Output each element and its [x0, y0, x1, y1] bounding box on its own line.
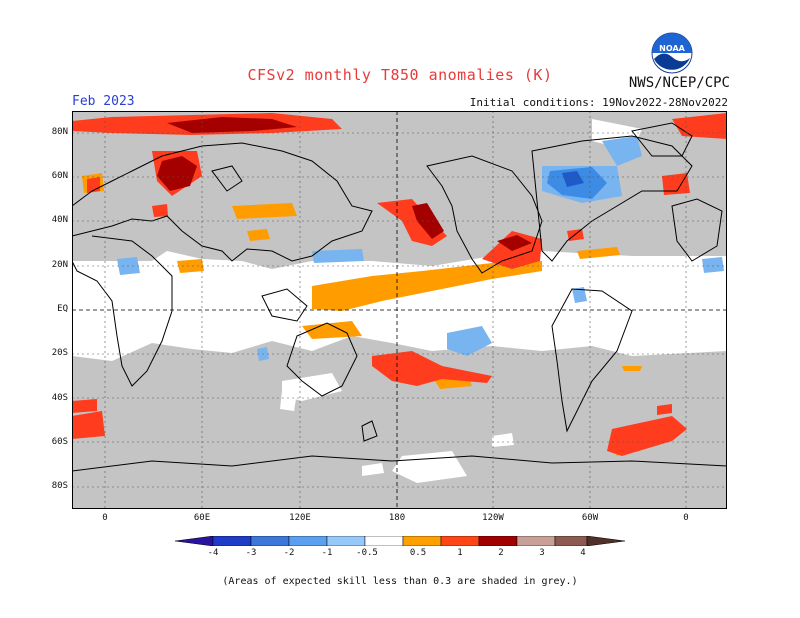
colorbar-label-4: 4	[580, 548, 586, 558]
lat-label-20n: 20N	[51, 260, 68, 270]
forecast-month: Feb 2023	[72, 94, 135, 109]
lon-label-60w: 60W	[581, 513, 599, 523]
colorbar-label-m05: -0.5	[356, 548, 378, 558]
svg-text:NOAA: NOAA	[659, 44, 685, 53]
lon-label-60e: 60E	[193, 513, 211, 523]
cool-anomaly-strong	[562, 171, 584, 187]
lat-label-60s: 60S	[51, 437, 68, 447]
lat-label-60n: 60N	[51, 171, 68, 181]
lat-label-20s: 20S	[51, 348, 68, 358]
colorbar-label-2: 2	[498, 548, 504, 558]
lat-label-eq: EQ	[57, 304, 68, 314]
lat-label-40s: 40S	[51, 393, 68, 403]
lat-label-40n: 40N	[51, 215, 68, 225]
colorbar-label-m4: -4	[207, 548, 219, 558]
near-normal-tropics	[72, 251, 727, 361]
organization-label: NWS/NCEP/CPC	[628, 75, 730, 91]
coastlines	[72, 122, 727, 472]
lon-label-0: 0	[102, 513, 108, 523]
lon-label-180: 180	[388, 513, 406, 523]
lon-label-120e: 120E	[289, 513, 311, 523]
colorbar	[175, 536, 625, 546]
anomaly-map	[72, 111, 727, 509]
colorbar-label-05: 0.5	[409, 548, 427, 558]
warm-anomaly-strong	[157, 117, 532, 251]
colorbar-label-1: 1	[457, 548, 463, 558]
colorbar-label-m3: -3	[245, 548, 257, 558]
colorbar-label-m1: -1	[321, 548, 333, 558]
lat-label-80n: 80N	[51, 127, 68, 137]
warm-anomaly-moderate	[72, 113, 727, 456]
map-frame	[72, 111, 727, 509]
colorbar-label-m2: -2	[283, 548, 295, 558]
initial-conditions: Initial conditions: 19Nov2022-28Nov2022	[469, 96, 728, 109]
graticule	[72, 111, 727, 509]
equator-dateline	[72, 111, 727, 509]
skill-note: (Areas of expected skill less than 0.3 a…	[222, 576, 578, 587]
lon-label-120w: 120W	[482, 513, 504, 523]
lon-label-0-right: 0	[683, 513, 689, 523]
lat-label-80s: 80S	[51, 481, 68, 491]
map-title: CFSv2 monthly T850 anomalies (K)	[247, 66, 553, 84]
noaa-logo: NOAA	[651, 32, 693, 74]
colorbar-label-3: 3	[539, 548, 545, 558]
